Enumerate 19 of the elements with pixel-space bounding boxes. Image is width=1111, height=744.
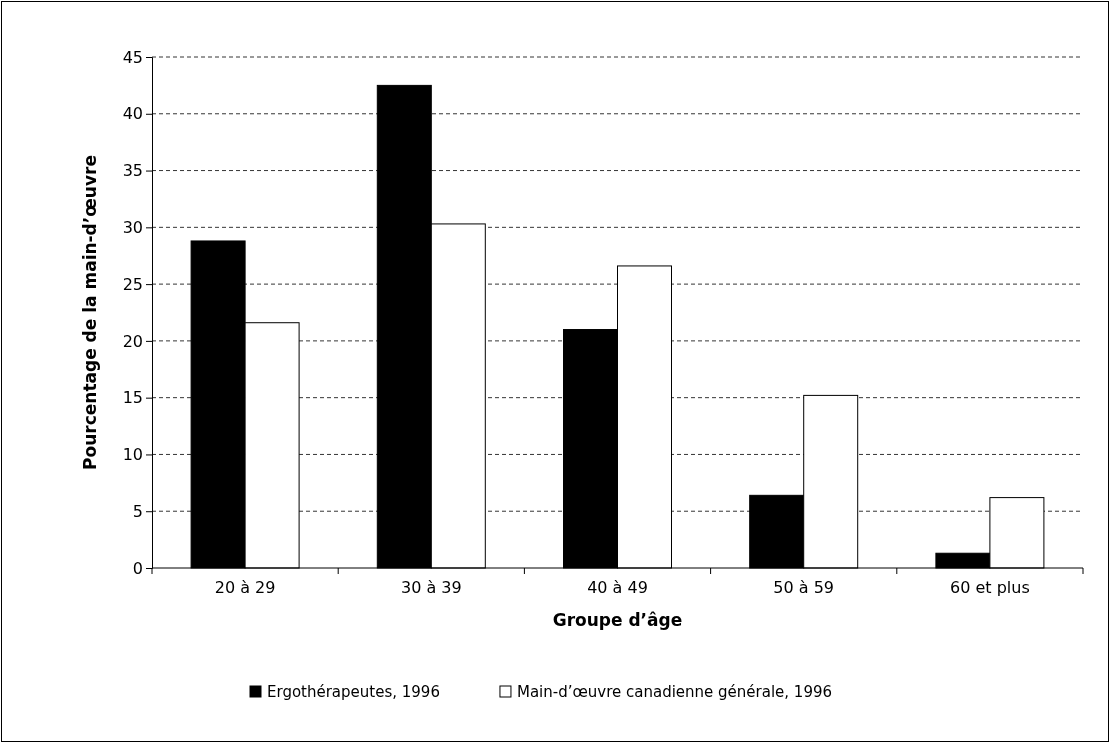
- y-tick-label: 0: [132, 558, 143, 578]
- y-tick-label: 45: [122, 47, 143, 67]
- x-axis-title: Groupe d’âge: [552, 610, 683, 630]
- legend-label: Ergothérapeutes, 1996: [267, 683, 440, 701]
- y-tick-label: 30: [122, 217, 143, 237]
- y-tick-label: 20: [122, 331, 143, 351]
- y-tick-label: 25: [122, 274, 143, 294]
- x-tick-label: 60 et plus: [950, 578, 1030, 598]
- x-tick-label: 20 à 29: [214, 578, 276, 598]
- y-tick-label: 5: [132, 501, 143, 521]
- y-tick-label: 40: [122, 104, 143, 124]
- x-tick-label: 50 à 59: [773, 578, 835, 598]
- y-tick-label: 15: [122, 388, 143, 408]
- y-tick-label: 35: [122, 161, 143, 181]
- x-tick-label: 30 à 39: [400, 578, 462, 598]
- x-tick-label: 40 à 49: [587, 578, 648, 598]
- y-tick-label: 10: [122, 445, 143, 465]
- legend-label: Main-d’œuvre canadienne générale, 1996: [516, 683, 833, 701]
- y-axis-title: Pourcentage de la main-d’œuvre: [80, 155, 100, 470]
